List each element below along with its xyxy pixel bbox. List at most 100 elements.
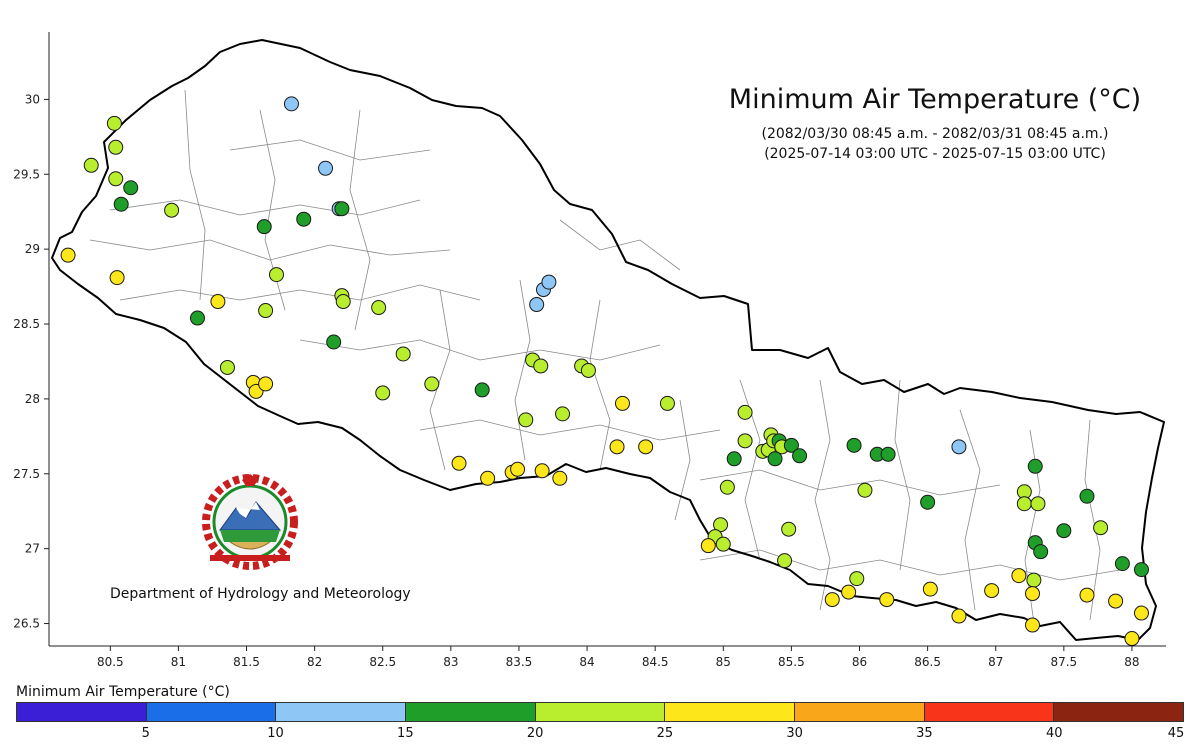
station-marker <box>1056 523 1072 539</box>
station-marker <box>841 584 857 600</box>
station-marker <box>555 406 571 422</box>
colorbar-tick-label: 45 <box>1167 726 1185 741</box>
y-tick-label: 27 <box>25 542 40 556</box>
x-tick-label: 84.5 <box>642 655 669 669</box>
station-marker <box>920 494 936 510</box>
station-marker <box>395 346 411 362</box>
station-marker <box>480 470 496 486</box>
y-tick-label: 29.5 <box>13 167 40 181</box>
y-tick-label: 30 <box>25 92 40 106</box>
colorbar-tick-label: 30 <box>786 726 803 741</box>
station-marker <box>846 437 862 453</box>
station-marker <box>737 433 753 449</box>
station-marker <box>1133 562 1149 578</box>
station-marker <box>283 96 299 112</box>
colorbar-segment <box>795 703 925 721</box>
colorbar-segment <box>276 703 407 721</box>
y-tick-label: 27.5 <box>13 467 40 481</box>
colorbar-segment <box>146 703 277 721</box>
station-marker <box>108 171 124 187</box>
station-marker <box>951 439 967 455</box>
station-marker <box>614 395 630 411</box>
station-marker <box>1079 587 1095 603</box>
station-marker <box>824 592 840 608</box>
station-marker <box>219 359 235 375</box>
x-axis-ticks: 80.5 81 81.5 82 82.5 83 83.5 84 84.5 85 85.5 86 86.5… <box>97 646 1140 669</box>
station-marker <box>880 446 896 462</box>
colorbar-segment <box>406 703 536 721</box>
station-marker <box>1025 617 1041 633</box>
station-marker <box>1093 520 1109 536</box>
station-marker <box>783 437 799 453</box>
district-boundaries <box>89 89 1121 631</box>
station-marker <box>109 270 125 286</box>
station-marker <box>518 412 534 428</box>
x-tick-label: 81 <box>171 655 186 669</box>
colorbar-segment <box>17 703 147 721</box>
dhm-emblem-logo <box>202 474 298 570</box>
colorbar-tick-label: 20 <box>526 726 544 741</box>
station-marker <box>1016 496 1032 512</box>
colorbar-segment <box>924 703 1055 721</box>
colorbar-tick-label: 15 <box>397 726 414 741</box>
station-marker <box>1026 572 1042 588</box>
station-marker <box>951 608 967 624</box>
y-tick-label: 28 <box>25 392 40 406</box>
station-marker <box>256 219 272 235</box>
station-marker <box>1133 605 1149 621</box>
colorbar-segment <box>665 703 796 721</box>
colorbar-segment <box>535 703 666 721</box>
station-marker <box>879 592 895 608</box>
station-marker <box>1079 488 1095 504</box>
station-marker <box>1108 593 1124 609</box>
station-marker <box>1033 544 1049 560</box>
station-marker <box>534 463 550 479</box>
agency-credit: Department of Hydrology and Meteorology <box>110 586 411 602</box>
station-marker <box>609 439 625 455</box>
x-tick-label: 80.5 <box>97 655 124 669</box>
station-marker <box>715 536 731 552</box>
station-marker <box>334 201 350 217</box>
station-marker <box>164 202 180 218</box>
station-marker <box>659 395 675 411</box>
station-marker <box>541 274 557 290</box>
y-tick-label: 26.5 <box>13 617 40 631</box>
x-tick-label: 86.5 <box>914 655 941 669</box>
station-marker <box>580 362 596 378</box>
station-marker <box>1027 458 1043 474</box>
station-marker <box>737 404 753 420</box>
station-marker <box>719 479 735 495</box>
station-marker <box>474 382 490 398</box>
station-marker <box>552 470 568 486</box>
x-tick-label: 81.5 <box>233 655 260 669</box>
colorbar-tick-label: 10 <box>267 726 284 741</box>
station-marker <box>767 451 783 467</box>
station-marker <box>638 439 654 455</box>
station-marker <box>726 451 742 467</box>
subtitle-nepali-date: (2082/03/30 08:45 a.m. - 2082/03/31 08:4… <box>761 126 1109 142</box>
station-marker <box>123 180 139 196</box>
station-marker <box>189 310 205 326</box>
station-marker <box>335 294 351 310</box>
station-marker <box>296 211 312 227</box>
legend-title: Minimum Air Temperature (°C) <box>16 684 230 700</box>
station-marker <box>529 297 545 313</box>
x-tick-label: 83.5 <box>506 655 533 669</box>
map-figure: 80.5 81 81.5 82 82.5 83 83.5 84 84.5 85 85.5 86 86.5… <box>13 32 1166 669</box>
x-tick-label: 82 <box>307 655 322 669</box>
station-marker <box>533 358 549 374</box>
axes-frame <box>48 32 1166 647</box>
x-tick-label: 87 <box>988 655 1003 669</box>
x-tick-label: 84 <box>579 655 594 669</box>
station-marker <box>210 294 226 310</box>
station-marker <box>922 581 938 597</box>
station-marker <box>113 196 129 212</box>
station-marker <box>1011 568 1027 584</box>
station-marker <box>792 448 808 464</box>
y-axis-ticks: 26.5 27 27.5 28 28.5 29 29.5 30 <box>13 92 49 631</box>
station-marker <box>83 157 99 173</box>
colorbar-tick-label: 40 <box>1045 726 1063 741</box>
x-tick-label: 85 <box>716 655 731 669</box>
colorbar-tick-label: 5 <box>141 726 150 741</box>
x-tick-label: 86 <box>852 655 867 669</box>
